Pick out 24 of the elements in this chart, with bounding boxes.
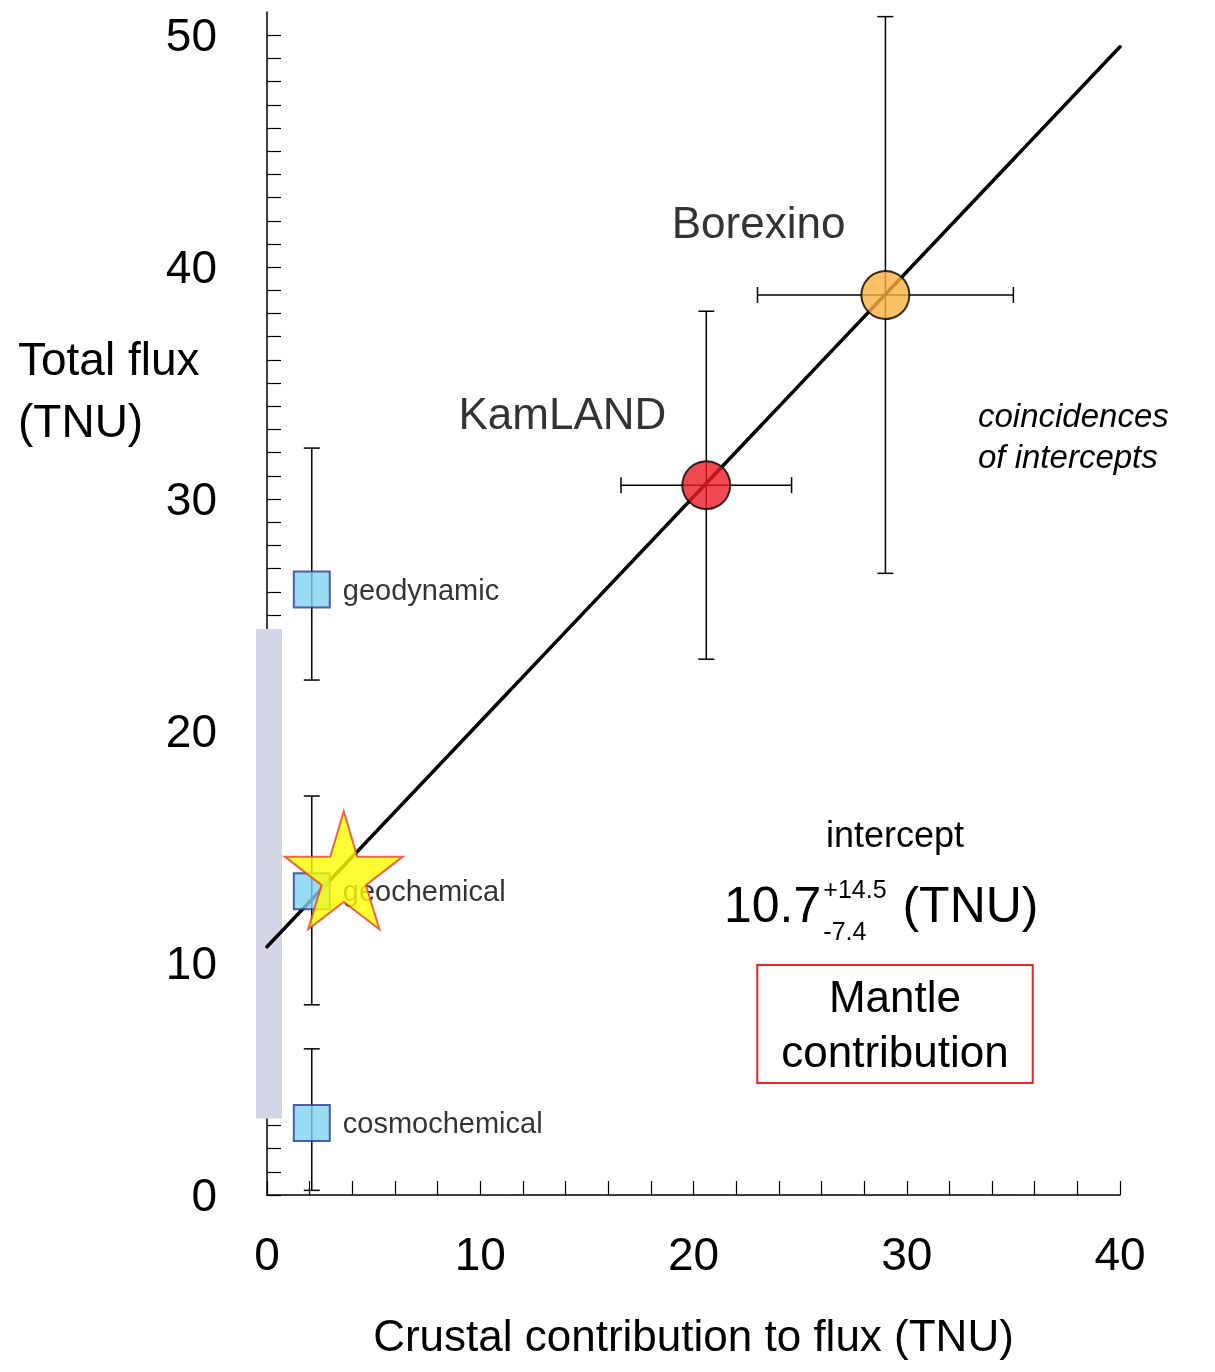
y-tick-label: 10	[165, 937, 217, 990]
point	[681, 460, 732, 511]
y-tick-label: 0	[191, 1169, 217, 1221]
annotation: coincidences of intercepts	[978, 397, 1169, 476]
point	[292, 570, 331, 609]
series-label: Borexino	[671, 198, 846, 248]
x-tick-label: 30	[881, 1228, 933, 1280]
y-axis-title: Total flux (TNU)	[18, 333, 200, 447]
annotation: Mantle contribution	[781, 972, 1009, 1076]
series-label: cosmochemical	[342, 1107, 543, 1140]
x-tick-label: 40	[1094, 1228, 1146, 1280]
x-tick-label: 20	[667, 1228, 720, 1280]
y-tick-label: 30	[165, 473, 217, 526]
series-label: KamLAND	[458, 388, 667, 438]
y-tick-label: 40	[165, 241, 217, 294]
annotation: intercept	[825, 814, 965, 855]
point	[292, 1104, 331, 1143]
y-tick-label: 50	[165, 9, 217, 62]
x-axis-title: Crustal contribution to flux (TNU)	[373, 1310, 1014, 1360]
x-tick-label: 10	[454, 1228, 506, 1280]
series-label: geodynamic	[342, 573, 500, 606]
y-tick-label: 20	[165, 705, 217, 758]
point	[860, 270, 911, 320]
x-tick-label: 0	[254, 1228, 280, 1280]
